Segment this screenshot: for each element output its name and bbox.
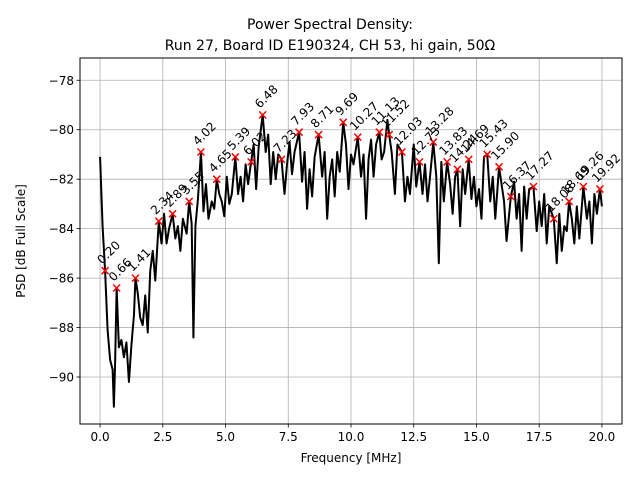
peak-marker	[295, 128, 304, 137]
peak-marker	[429, 138, 438, 147]
x-tick-label: 10.0	[338, 430, 365, 444]
peak-label: 4.65	[206, 147, 235, 176]
peak-marker	[453, 165, 462, 174]
peak-marker	[353, 133, 362, 142]
peak-marker	[397, 147, 406, 157]
chart-subtitle: Run 27, Board ID E190324, CH 53, hi gain…	[165, 38, 496, 54]
y-tick-label: −86	[49, 272, 74, 286]
peak-marker	[212, 175, 221, 184]
peak-marker	[339, 118, 348, 127]
peak-marker	[258, 110, 267, 119]
y-tick-label: −78	[49, 74, 74, 88]
peak-marker	[231, 152, 240, 161]
peak-marker	[529, 182, 538, 191]
peak-marker	[483, 150, 492, 159]
x-tick-label: 17.5	[526, 430, 553, 444]
grid	[80, 58, 622, 424]
peak-marker	[565, 197, 574, 206]
x-tick-label: 2.5	[153, 430, 172, 444]
peak-marker	[464, 155, 473, 164]
peak-label: 1.41	[125, 245, 154, 274]
x-tick-label: 15.0	[463, 430, 490, 444]
peak-marker	[101, 266, 110, 275]
x-axis-label: Frequency [MHz]	[301, 451, 402, 465]
y-tick-label: −82	[49, 173, 74, 187]
y-tick-label: −80	[49, 123, 74, 137]
peak-marker	[506, 192, 515, 201]
axis-ticks: 0.0 2.5 5.0 7.5 10.0 12.5 15.0 17.5 20.0 −78 −80 −8…	[49, 74, 616, 444]
peak-marker	[168, 209, 177, 218]
peak-marker	[495, 162, 504, 171]
y-tick-label: −88	[49, 321, 74, 335]
peak-marker	[443, 157, 452, 166]
peak-marker-group	[101, 110, 604, 293]
y-axis-label: PSD [dB Full Scale]	[14, 184, 28, 298]
peak-marker	[595, 185, 604, 194]
peak-marker	[375, 128, 384, 137]
peak-marker	[549, 214, 558, 223]
peak-marker	[185, 197, 194, 206]
peak-marker	[579, 182, 588, 191]
x-tick-label: 20.0	[589, 430, 616, 444]
peak-marker	[385, 130, 394, 139]
x-tick-label: 12.5	[400, 430, 427, 444]
peak-label: 6.48	[252, 82, 281, 111]
peak-marker	[314, 130, 323, 139]
peak-marker	[131, 274, 140, 283]
y-tick-label: −84	[49, 222, 74, 236]
peak-marker	[112, 283, 121, 293]
x-tick-label: 7.5	[279, 430, 298, 444]
peak-label-group: 0.200.661.412.342.893.554.024.655.396.02…	[94, 82, 623, 284]
x-tick-label: 0.0	[91, 430, 110, 444]
peak-marker	[415, 157, 424, 166]
x-tick-label: 5.0	[216, 430, 235, 444]
chart-title: Power Spectral Density:	[247, 17, 413, 33]
peak-label: 4.02	[190, 119, 219, 148]
peak-marker	[247, 157, 256, 166]
peak-marker	[277, 155, 286, 164]
peak-marker	[196, 147, 205, 157]
y-tick-label: −90	[49, 371, 74, 385]
peak-marker	[154, 217, 163, 226]
